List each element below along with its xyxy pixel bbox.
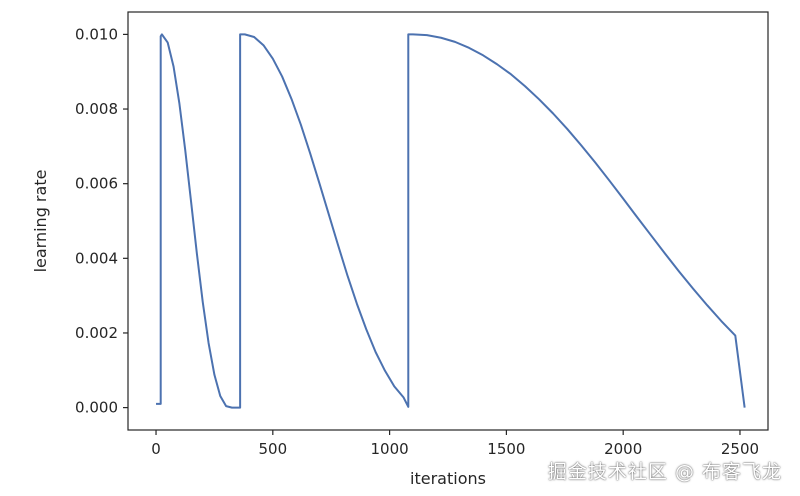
x-axis-label: iterations <box>410 469 486 488</box>
axes-frame <box>127 11 769 431</box>
y-axis-ticks: 0.000 0.002 0.004 0.006 0.008 0.010 <box>75 25 128 417</box>
x-tick-label: 1000 <box>371 440 409 458</box>
series-line-0 <box>156 33 746 409</box>
y-axis-label: learning rate <box>31 170 50 273</box>
x-tick-label: 500 <box>258 440 287 458</box>
y-tick-label: 0.004 <box>75 249 118 267</box>
y-tick-label: 0.002 <box>75 324 118 342</box>
y-tick-label: 0.008 <box>75 100 118 118</box>
x-tick-label: 0 <box>151 440 161 458</box>
y-tick-label: 0.010 <box>75 25 118 43</box>
y-tick-label: 0.006 <box>75 175 118 193</box>
watermark: 掘金技术社区 @ 布客飞龙 <box>547 461 782 483</box>
y-tick-label: 0.000 <box>75 399 118 417</box>
x-tick-label: 1500 <box>487 440 525 458</box>
plot-area <box>127 11 769 431</box>
x-axis-ticks: 0 500 1000 1500 2000 2500 <box>151 430 759 458</box>
x-tick-label: 2500 <box>721 440 759 458</box>
x-tick-label: 2000 <box>604 440 642 458</box>
